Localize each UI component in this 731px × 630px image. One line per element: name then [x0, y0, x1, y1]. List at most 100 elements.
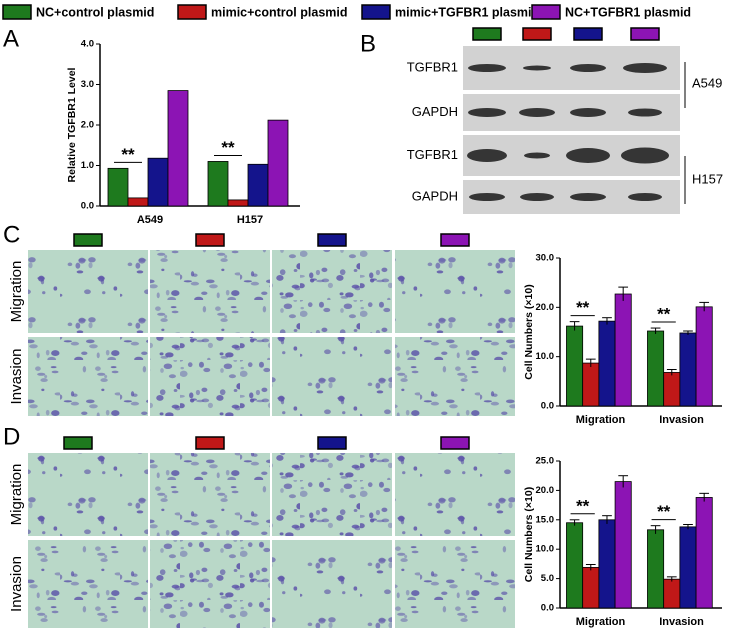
- y-tick-label: 20.0: [536, 302, 555, 313]
- legend-swatch: [361, 4, 391, 20]
- bar: [598, 519, 616, 609]
- legend-swatch: [531, 4, 561, 20]
- bar: [247, 163, 269, 207]
- x-tick-label: Migration: [576, 616, 626, 628]
- annotation: **: [121, 145, 135, 164]
- legend-swatch: [177, 4, 207, 20]
- blot-band: [520, 193, 554, 201]
- group-swatch: [440, 233, 470, 247]
- micrograph: [272, 337, 392, 416]
- micrograph: [28, 337, 148, 416]
- x-tick-label: A549: [137, 214, 163, 226]
- y-tick-label: 15.0: [536, 514, 555, 525]
- group-swatch: [195, 436, 225, 450]
- image-row-label: Migration: [8, 464, 25, 526]
- y-tick-label: 30.0: [536, 253, 555, 264]
- blot-band: [519, 108, 555, 117]
- annotation: **: [657, 305, 671, 324]
- bar: [267, 119, 289, 207]
- y-tick-label: 0.0: [81, 201, 94, 212]
- cell-line-label: H157: [692, 171, 723, 186]
- bar: [167, 90, 189, 207]
- blot-band: [469, 193, 505, 201]
- blot-band: [570, 108, 606, 117]
- error-bar: [666, 576, 677, 582]
- y-tick-label: 4.0: [81, 39, 94, 50]
- blot-row-label: TGFBR1: [407, 59, 458, 74]
- cell-line-label: A549: [692, 75, 722, 90]
- bar: [107, 167, 129, 207]
- annotation: **: [221, 138, 235, 157]
- micrograph: [395, 453, 515, 536]
- group-swatch: [317, 436, 347, 450]
- blot-band: [628, 193, 662, 201]
- panel-label: A: [3, 25, 19, 52]
- y-axis-label: Cell Numbers (×10): [523, 284, 535, 379]
- micrograph: [28, 250, 148, 333]
- error-bar: [683, 330, 693, 335]
- bar: [663, 372, 681, 407]
- error-bar: [683, 524, 693, 530]
- y-tick-label: 20.0: [536, 485, 555, 496]
- group-swatch: [63, 436, 93, 450]
- bar: [663, 578, 681, 609]
- panel-label: C: [3, 221, 20, 248]
- micrograph: [150, 337, 270, 416]
- bar: [582, 362, 600, 407]
- bar: [679, 332, 697, 407]
- bar: [679, 526, 697, 609]
- blot-row-label: GAPDH: [412, 104, 458, 119]
- error-bar: [602, 317, 612, 325]
- micrograph: [150, 540, 270, 628]
- micrograph: [28, 453, 148, 536]
- error-bar: [618, 286, 629, 301]
- error-bar: [650, 525, 661, 534]
- group-swatch: [522, 27, 552, 41]
- group-swatch: [440, 436, 470, 450]
- error-bar: [650, 327, 661, 334]
- annotation: **: [576, 496, 590, 515]
- group-swatch: [317, 233, 347, 247]
- bar: [598, 320, 616, 407]
- bar: [614, 293, 632, 407]
- error-bar: [602, 515, 612, 524]
- annotation: **: [576, 298, 590, 317]
- bar: [227, 199, 249, 207]
- image-row-label: Invasion: [8, 349, 25, 405]
- micrograph: [395, 337, 515, 416]
- x-tick-label: H157: [237, 214, 263, 226]
- error-bar: [618, 475, 629, 488]
- legend-swatch: [2, 4, 32, 20]
- x-tick-label: Invasion: [659, 616, 704, 628]
- micrograph: [272, 540, 392, 628]
- x-tick-label: Migration: [576, 414, 626, 426]
- y-tick-label: 10.0: [536, 351, 555, 362]
- y-axis-label: Cell Numbers (×10): [523, 487, 535, 582]
- y-tick-label: 0.0: [541, 603, 554, 614]
- bar: [127, 197, 149, 207]
- blot-band: [467, 149, 507, 162]
- bar: [566, 325, 584, 407]
- panel-label: D: [3, 423, 20, 450]
- y-tick-label: 10.0: [536, 544, 555, 555]
- legend-label: mimic+control plasmid: [211, 5, 348, 19]
- error-bar: [569, 519, 580, 526]
- bar: [695, 497, 713, 609]
- image-row-label: Invasion: [8, 556, 25, 612]
- blot-band: [468, 64, 506, 72]
- annotation: **: [657, 502, 671, 521]
- panel-label: B: [360, 30, 376, 57]
- group-swatch: [573, 27, 603, 41]
- group-swatch: [472, 27, 502, 41]
- error-bar: [699, 492, 710, 502]
- error-bar: [569, 321, 580, 331]
- bar: [566, 522, 584, 609]
- bar: [614, 481, 632, 609]
- error-bar: [585, 358, 596, 368]
- micrograph: [395, 250, 515, 333]
- micrograph: [395, 540, 515, 628]
- x-tick-label: Invasion: [659, 414, 704, 426]
- blot-band: [570, 193, 606, 201]
- micrograph: [150, 453, 270, 536]
- legend-label: NC+TGFBR1 plasmid: [565, 5, 691, 19]
